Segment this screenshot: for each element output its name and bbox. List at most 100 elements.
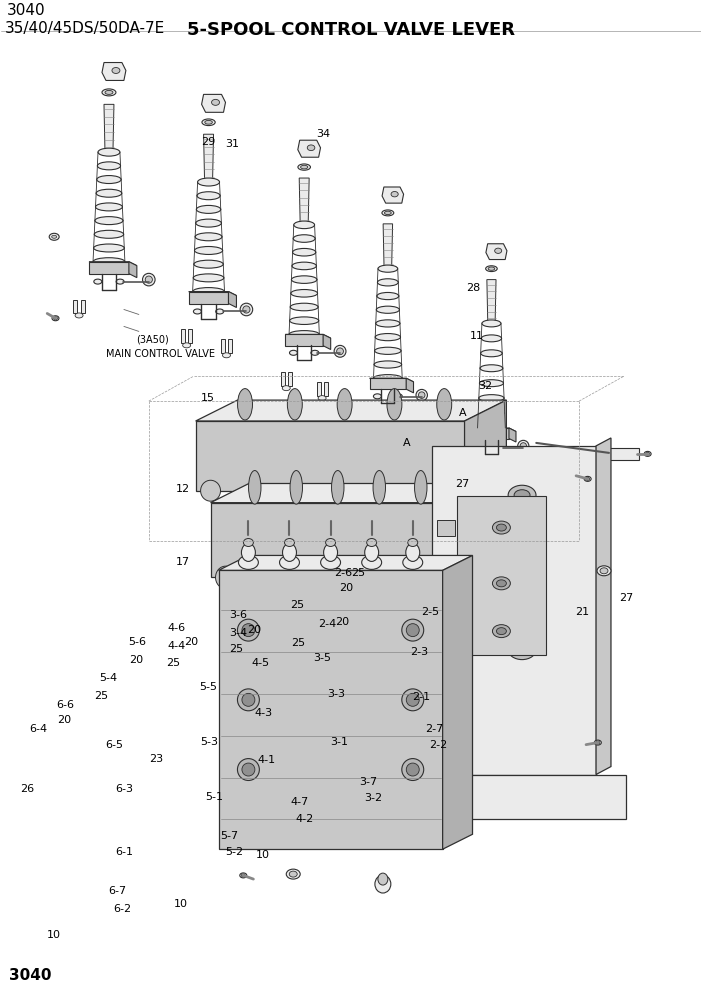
Ellipse shape: [486, 266, 497, 272]
Text: 6-3: 6-3: [115, 784, 133, 794]
Ellipse shape: [508, 640, 536, 660]
Ellipse shape: [501, 484, 510, 489]
Polygon shape: [369, 378, 406, 389]
Ellipse shape: [455, 566, 475, 588]
Text: 27: 27: [619, 593, 634, 603]
Ellipse shape: [318, 396, 326, 401]
Ellipse shape: [496, 524, 506, 531]
Ellipse shape: [242, 624, 255, 637]
Bar: [500, 471, 504, 485]
Ellipse shape: [387, 389, 402, 420]
Ellipse shape: [402, 619, 424, 641]
Ellipse shape: [375, 333, 401, 340]
Ellipse shape: [249, 470, 261, 504]
Ellipse shape: [292, 262, 317, 270]
Text: 34: 34: [316, 129, 330, 139]
Ellipse shape: [98, 148, 120, 156]
Polygon shape: [487, 280, 496, 323]
Text: 10: 10: [173, 899, 187, 909]
Text: 6-2: 6-2: [113, 904, 131, 914]
Ellipse shape: [508, 560, 536, 580]
Ellipse shape: [105, 90, 113, 94]
Ellipse shape: [242, 693, 255, 706]
Ellipse shape: [482, 320, 501, 327]
Ellipse shape: [480, 365, 503, 372]
Ellipse shape: [52, 235, 57, 238]
Ellipse shape: [237, 688, 259, 711]
Polygon shape: [443, 556, 472, 849]
Ellipse shape: [584, 476, 591, 481]
Ellipse shape: [94, 230, 124, 238]
Text: 21: 21: [576, 607, 590, 617]
Ellipse shape: [49, 233, 59, 240]
Text: 15: 15: [201, 393, 215, 403]
Ellipse shape: [482, 335, 502, 342]
Ellipse shape: [437, 389, 451, 420]
Ellipse shape: [373, 470, 385, 504]
Text: 25: 25: [351, 567, 365, 577]
Text: 2-5: 2-5: [421, 607, 439, 617]
Ellipse shape: [324, 544, 338, 561]
Text: 32: 32: [478, 381, 492, 391]
Ellipse shape: [508, 485, 536, 505]
Ellipse shape: [282, 544, 296, 561]
Bar: [188, 329, 192, 343]
Ellipse shape: [495, 248, 502, 253]
Circle shape: [418, 392, 425, 399]
Text: 25: 25: [166, 658, 180, 668]
Bar: [81, 300, 85, 313]
Ellipse shape: [415, 470, 427, 504]
Ellipse shape: [492, 577, 510, 590]
Text: 6-7: 6-7: [108, 886, 126, 896]
Ellipse shape: [385, 211, 391, 214]
Ellipse shape: [240, 873, 247, 878]
Ellipse shape: [290, 470, 303, 504]
Ellipse shape: [197, 178, 220, 186]
Bar: [281, 372, 285, 386]
Ellipse shape: [75, 312, 83, 318]
Bar: [324, 382, 328, 396]
Polygon shape: [432, 775, 626, 819]
Text: 28: 28: [465, 284, 480, 294]
Circle shape: [243, 306, 250, 313]
Circle shape: [518, 440, 529, 451]
Ellipse shape: [391, 191, 398, 196]
Ellipse shape: [52, 315, 59, 320]
Bar: [398, 426, 402, 439]
Polygon shape: [196, 400, 506, 421]
Bar: [507, 471, 511, 485]
Text: 3-1: 3-1: [330, 737, 348, 747]
Ellipse shape: [514, 565, 530, 576]
Polygon shape: [486, 244, 507, 260]
Polygon shape: [129, 262, 137, 278]
Text: 10: 10: [256, 850, 270, 860]
Text: 26: 26: [20, 784, 34, 794]
Polygon shape: [285, 334, 331, 338]
Ellipse shape: [205, 120, 212, 124]
Ellipse shape: [95, 203, 122, 211]
Ellipse shape: [307, 145, 314, 151]
Ellipse shape: [478, 410, 505, 417]
Text: 25: 25: [93, 691, 108, 701]
Ellipse shape: [496, 580, 506, 587]
Ellipse shape: [477, 444, 485, 449]
Text: 20: 20: [339, 582, 353, 592]
Text: 17: 17: [176, 557, 190, 566]
Text: 6-6: 6-6: [57, 700, 74, 710]
Ellipse shape: [97, 176, 121, 184]
Ellipse shape: [326, 539, 336, 547]
Ellipse shape: [395, 394, 402, 399]
Ellipse shape: [112, 67, 120, 73]
Bar: [73, 300, 77, 313]
Bar: [374, 416, 378, 430]
Polygon shape: [432, 446, 596, 775]
Ellipse shape: [382, 210, 394, 216]
Text: 5-6: 5-6: [128, 637, 146, 647]
Ellipse shape: [597, 565, 611, 575]
Ellipse shape: [488, 267, 495, 270]
Ellipse shape: [241, 544, 256, 561]
Ellipse shape: [514, 644, 530, 655]
Ellipse shape: [402, 688, 424, 711]
Ellipse shape: [373, 375, 402, 382]
Text: 5-3: 5-3: [201, 737, 218, 747]
